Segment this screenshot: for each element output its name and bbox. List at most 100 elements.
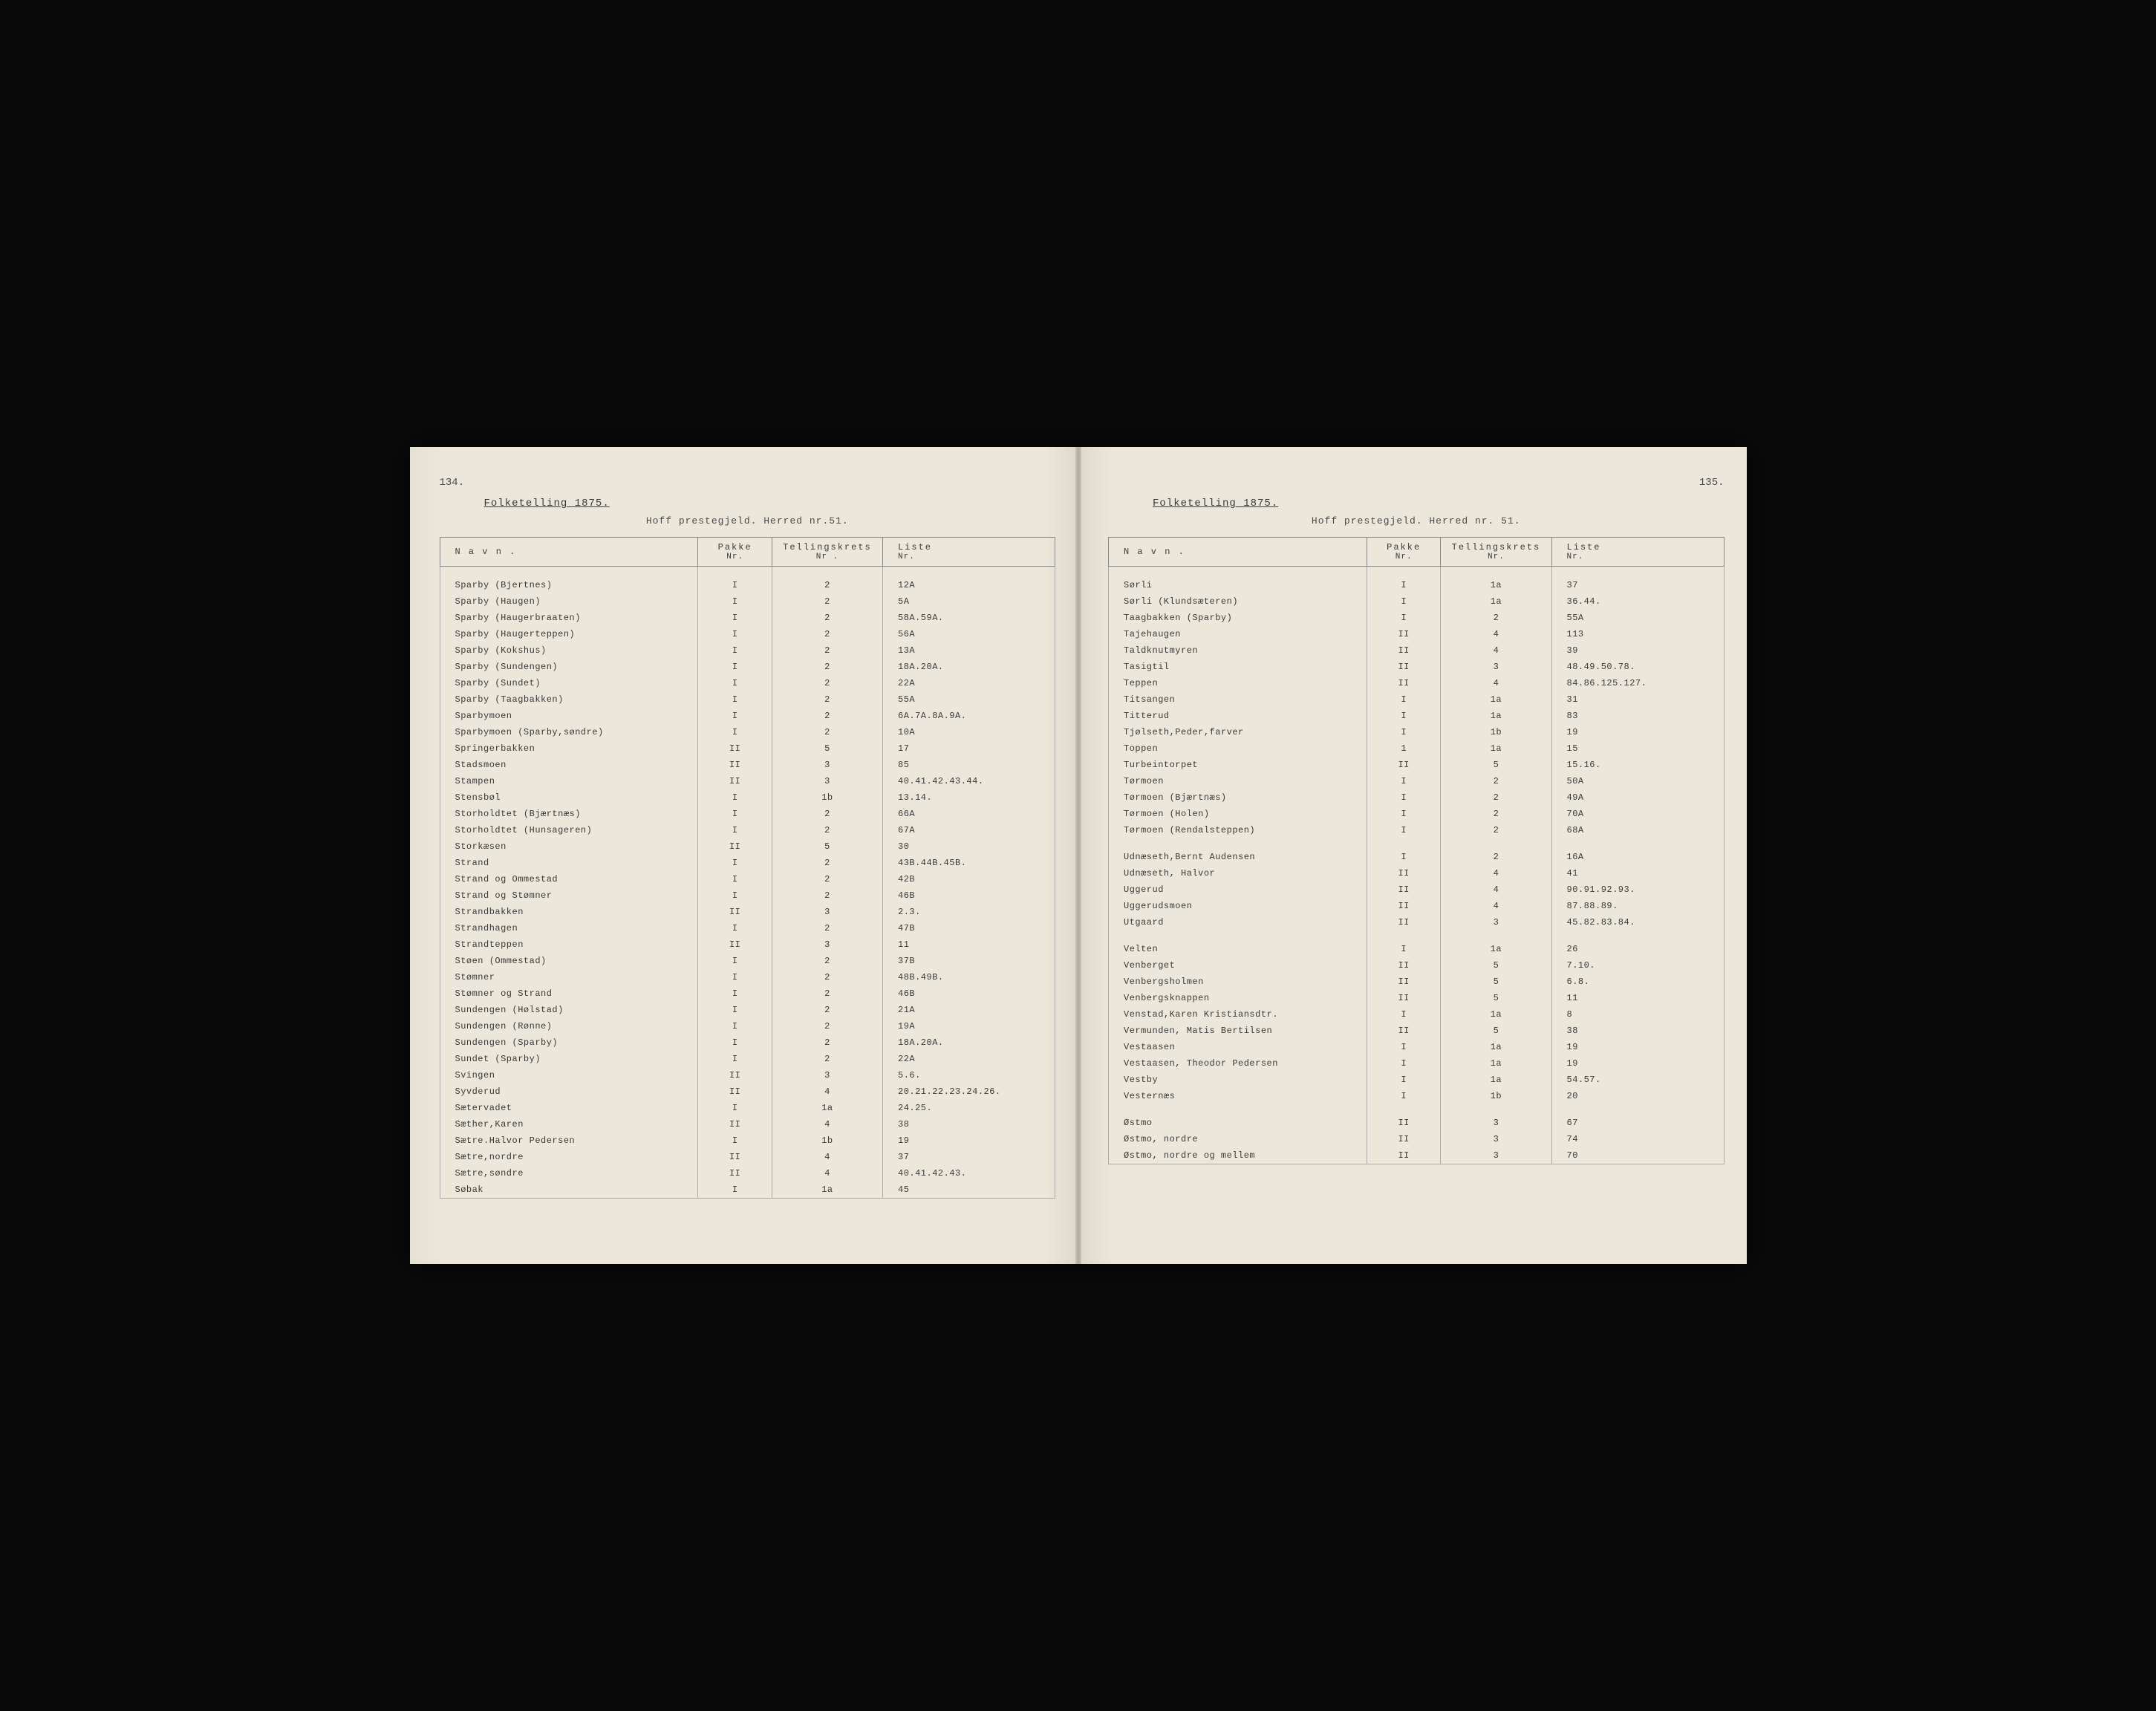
cell-krets: 2 [1441,610,1551,626]
cell-pakke: II [698,1083,772,1100]
cell-krets: 3 [772,904,882,920]
cell-liste: 45 [883,1182,1055,1199]
cell-krets: 2 [772,822,882,838]
cell-krets: 2 [772,691,882,708]
cell-navn: Strandteppen [440,936,698,953]
cell-navn: Østmo, nordre [1109,1131,1367,1147]
table-row: Sætre,nordreII437 [440,1149,1055,1165]
cell-krets: 4 [772,1083,882,1100]
cell-navn: Vestby [1109,1072,1367,1088]
cell-navn: Springerbakken [440,740,698,757]
cell-pakke: II [1367,990,1440,1006]
table-row: TitsangenI1a31 [1109,691,1725,708]
cell-krets: 1a [1441,593,1551,610]
table-row: Østmo, nordreII374 [1109,1131,1725,1147]
cell-pakke: I [698,1002,772,1018]
cell-pakke: I [1367,1072,1440,1088]
cell-navn: Tjølseth,Peder,farver [1109,724,1367,740]
cell-navn: Tørmoen [1109,773,1367,789]
cell-krets: 4 [1441,865,1551,881]
book-spine [1075,447,1081,1264]
cell-pakke: I [698,887,772,904]
cell-navn: Sparby (Haugen) [440,593,698,610]
cell-navn: Stensbøl [440,789,698,806]
table-row: VenbergsknappenII511 [1109,990,1725,1006]
cell-krets: 4 [772,1165,882,1182]
cell-liste: 67 [1551,1115,1724,1131]
cell-krets: 1a [1441,708,1551,724]
cell-liste: 47B [883,920,1055,936]
cell-navn: Vestaasen [1109,1039,1367,1055]
cell-pakke: I [1367,789,1440,806]
table-row: Tjølseth,Peder,farverI1b19 [1109,724,1725,740]
cell-krets: 3 [1441,1131,1551,1147]
table-row: Sparby (Bjertnes)I212A [440,577,1055,593]
cell-liste: 70A [1551,806,1724,822]
table-row: Sparby (Haugerteppen)I256A [440,626,1055,642]
cell-navn: Sparby (Haugerteppen) [440,626,698,642]
cell-pakke: I [1367,822,1440,838]
cell-pakke: II [1367,659,1440,675]
page-number-left: 134. [440,477,1056,489]
cell-pakke: I [1367,849,1440,865]
cell-krets: 2 [772,675,882,691]
cell-pakke: I [698,1051,772,1067]
cell-liste: 37 [1551,577,1724,593]
cell-liste: 22A [883,1051,1055,1067]
cell-navn: Sparby (Haugerbraaten) [440,610,698,626]
cell-liste: 12A [883,577,1055,593]
cell-liste: 83 [1551,708,1724,724]
cell-navn: Venbergsholmen [1109,974,1367,990]
cell-liste: 45.82.83.84. [1551,914,1724,931]
cell-krets: 1a [1441,1039,1551,1055]
cell-pakke: I [698,610,772,626]
cell-liste: 41 [1551,865,1724,881]
cell-pakke: II [1367,957,1440,974]
cell-pakke: II [698,1165,772,1182]
cell-pakke: II [698,936,772,953]
table-header-row: N a v n . PakkeNr. TellingskretsNr . Lis… [440,538,1055,567]
table-row: VestbyI1a54.57. [1109,1072,1725,1088]
cell-navn: Strand [440,855,698,871]
cell-liste: 38 [1551,1023,1724,1039]
table-row: Strand og StømnerI246B [440,887,1055,904]
col-header-liste: ListeNr. [1551,538,1724,567]
table-row: StampenII340.41.42.43.44. [440,773,1055,789]
cell-liste: 6.8. [1551,974,1724,990]
cell-navn: Tajehaugen [1109,626,1367,642]
table-row: Tørmoen (Bjærtnæs)I249A [1109,789,1725,806]
cell-krets: 2 [772,642,882,659]
table-row: ØstmoII367 [1109,1115,1725,1131]
cell-liste: 13A [883,642,1055,659]
cell-krets: 1a [1441,740,1551,757]
cell-pakke: I [698,953,772,969]
cell-krets: 1b [1441,724,1551,740]
cell-krets: 2 [772,659,882,675]
cell-liste: 37 [883,1149,1055,1165]
cell-pakke: II [1367,865,1440,881]
col-header-navn: N a v n . [1109,538,1367,567]
cell-krets: 2 [772,610,882,626]
cell-krets: 2 [772,593,882,610]
table-row: Sæther,KarenII438 [440,1116,1055,1132]
cell-liste: 5A [883,593,1055,610]
cell-navn: Sparbymoen [440,708,698,724]
cell-krets: 2 [1441,849,1551,865]
table-row: TaldknutmyrenII439 [1109,642,1725,659]
cell-liste: 43B.44B.45B. [883,855,1055,871]
table-row: UggerudII490.91.92.93. [1109,881,1725,898]
cell-navn: Vesternæs [1109,1088,1367,1104]
col-header-liste: ListeNr. [883,538,1055,567]
table-row: Støen (Ommestad)I237B [440,953,1055,969]
cell-krets: 1a [1441,1072,1551,1088]
col-header-pakke: PakkeNr. [1367,538,1440,567]
cell-krets: 2 [1441,806,1551,822]
cell-pakke: I [698,1034,772,1051]
cell-liste: 19 [883,1132,1055,1149]
table-row: Sundengen (Sparby)I218A.20A. [440,1034,1055,1051]
cell-navn: Udnæseth,Bernt Audensen [1109,849,1367,865]
cell-pakke: I [1367,1006,1440,1023]
cell-liste: 66A [883,806,1055,822]
table-row: Udnæseth, HalvorII441 [1109,865,1725,881]
cell-pakke: II [698,773,772,789]
